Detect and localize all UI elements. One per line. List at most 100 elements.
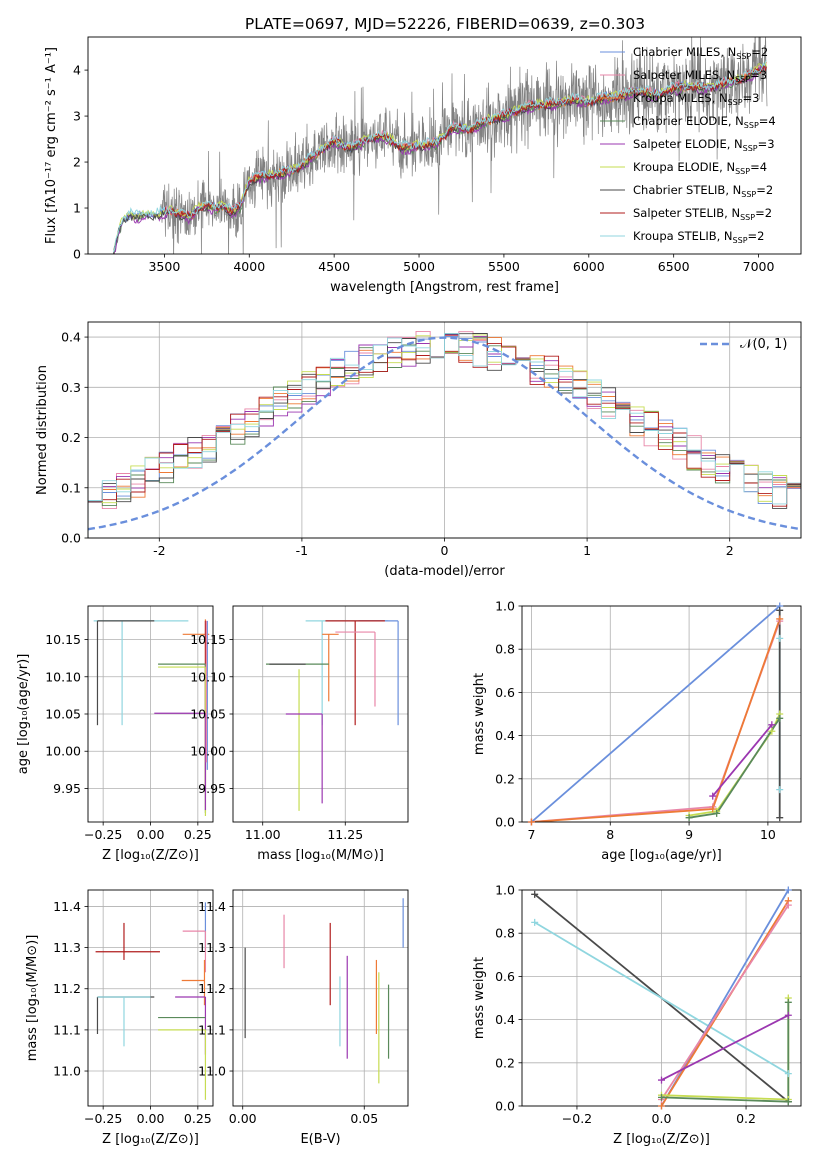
weight-marker [527, 818, 535, 826]
legend-label: Salpeter ELODIE, NSSP=3 [633, 137, 775, 153]
weight-series [531, 620, 781, 822]
tick-label-y: 11.1 [198, 1022, 226, 1037]
tick-label-y: 10.00 [45, 744, 81, 759]
weight-marker [776, 615, 784, 623]
tick-label-y: 11.2 [53, 981, 81, 996]
weight-series [688, 717, 781, 819]
tick-label-x: -1 [296, 543, 308, 558]
tick-label-x: 6000 [573, 259, 605, 274]
tick-label-y: 11.0 [198, 1064, 226, 1079]
tick-label-x: 7 [527, 827, 535, 842]
axes-frame [87, 321, 802, 539]
tick-label-y: 0.8 [495, 642, 515, 657]
legend-value: =4 [750, 160, 767, 174]
tick-label-y: 11.0 [53, 1064, 81, 1079]
legend-subscript: SSP [735, 167, 750, 176]
tick-label-y: 0.4 [495, 728, 515, 743]
weight-marker [784, 1011, 792, 1019]
weight-marker [784, 886, 792, 894]
plot-area [266, 620, 399, 811]
axes-frame [87, 36, 802, 255]
panel-mass-vs-Z: −0.25 0.00 0.25 11.0 11.1 11.2 11.3 11.4 Z [log₁… [25, 889, 214, 1147]
plot-area [88, 330, 801, 538]
tick-label-y: 10.15 [190, 632, 226, 647]
weight-series [661, 1014, 789, 1081]
plot-area [95, 902, 207, 1100]
weight-marker [658, 1076, 665, 1084]
tick-label-x: 0.00 [137, 827, 165, 842]
x-axis-label: Z [log₁₀(Z/Z⊙)] [613, 1132, 710, 1147]
tick-label-y: 10.10 [45, 669, 81, 684]
tick-label-x: 7000 [743, 259, 775, 274]
legend-subscript: SSP [743, 144, 758, 153]
legend-subscript: SSP [736, 52, 751, 61]
weight-marker [776, 634, 784, 642]
x-axis-label: E(B-V) [300, 1132, 340, 1147]
tick-label-y: 0.2 [495, 1055, 515, 1070]
weight-series [712, 724, 773, 797]
legend-label: Kroupa STELIB, NSSP=2 [633, 229, 764, 245]
tick-label-y: 2 [73, 155, 81, 170]
plot-area [113, 37, 768, 254]
legend-label: Kroupa ELODIE, NSSP=4 [633, 160, 767, 176]
axes-frame [232, 889, 409, 1107]
weight-series [530, 606, 781, 822]
tick-label-y: 4 [73, 63, 81, 78]
tick-label-x: 0.2 [736, 1111, 756, 1126]
x-axis-label: mass [log₁₀(M/M⊙)] [257, 848, 384, 863]
tick-label-x: 8 [606, 827, 614, 842]
panel-age-vs-mass: 11.00 11.25 9.95 10.00 10.05 10.10 10.15 mass [… [190, 605, 409, 863]
weight-marker [658, 1102, 665, 1110]
axes-frame [232, 605, 409, 823]
legend-label: Chabrier ELODIE, NSSP=4 [633, 114, 776, 130]
weight-marker [784, 1098, 792, 1106]
tick-label-x: 4500 [318, 259, 350, 274]
tick-label-y: 0.3 [61, 380, 81, 395]
tick-label-x: 2 [726, 543, 734, 558]
weight-marker [784, 1070, 792, 1078]
weight-marker [531, 918, 539, 926]
tick-label-x: 0.05 [350, 1111, 378, 1126]
legend-label: 𝒩(0, 1) [740, 337, 787, 352]
y-axis-label: mass [log₁₀(M/M⊙)] [25, 935, 40, 1062]
y-axis-label: mass weight [472, 957, 487, 1039]
tick-label-y: 1.0 [495, 599, 515, 614]
weight-marker [709, 792, 717, 800]
legend-subscript: SSP [733, 236, 748, 245]
y-axis-label: mass weight [472, 673, 487, 755]
tick-label-y: 10.00 [190, 744, 226, 759]
panel-spectrum: 3500 4000 4500 5000 5500 6000 6500 7000 0 1 2 3 4 wav… [44, 36, 802, 295]
weight-marker [709, 805, 717, 813]
tick-label-x: −0.25 [84, 1111, 122, 1126]
weight-marker [776, 786, 784, 794]
tick-label-y: 0.6 [495, 685, 515, 700]
normal-curve [88, 336, 801, 531]
tick-label-y: 0.2 [495, 771, 515, 786]
legend-subscript: SSP [740, 213, 755, 222]
tick-label-y: 0.6 [495, 969, 515, 984]
weight-marker [685, 814, 693, 822]
tick-label-x: 9 [685, 827, 693, 842]
tick-label-y: 0.4 [61, 330, 81, 345]
legend-value: =4 [759, 114, 776, 128]
legend-label: Kroupa MILES, NSSP=3 [633, 91, 759, 107]
panel-mass-vs-EBV: 0.00 0.05 11.0 11.1 11.2 11.3 11.4 E(B-V) [198, 889, 409, 1147]
observed-spectrum [113, 37, 768, 254]
legend-subscript: SSP [735, 75, 750, 84]
weight-series [688, 713, 781, 817]
y-axis-label: age [log₁₀(age/yr)] [16, 654, 31, 775]
legend-value: =2 [756, 183, 773, 197]
x-axis-label: wavelength [Angstrom, rest frame] [330, 280, 559, 295]
weight-marker [776, 714, 784, 722]
tick-label-y: 0.0 [495, 815, 515, 830]
panel-weight-vs-Z: −0.2 0.0 0.2 0.0 0.2 0.4 0.6 0.8 1.0 Z [log₁₀(Z/Z… [472, 883, 802, 1147]
weight-series [660, 904, 790, 1100]
tick-label-y: 9.95 [198, 781, 226, 796]
tick-label-x: 3500 [148, 259, 180, 274]
tick-label-x: 0.25 [184, 827, 212, 842]
axes-frame [87, 889, 214, 1107]
x-axis-label: age [log₁₀(age/yr)] [601, 848, 722, 863]
panel-residuals: -2 -1 0 1 2 0.0 0.1 0.2 0.3 0.4 (data-model)/error… [35, 321, 802, 579]
histogram-series [88, 332, 801, 538]
axes-frame [87, 605, 214, 823]
